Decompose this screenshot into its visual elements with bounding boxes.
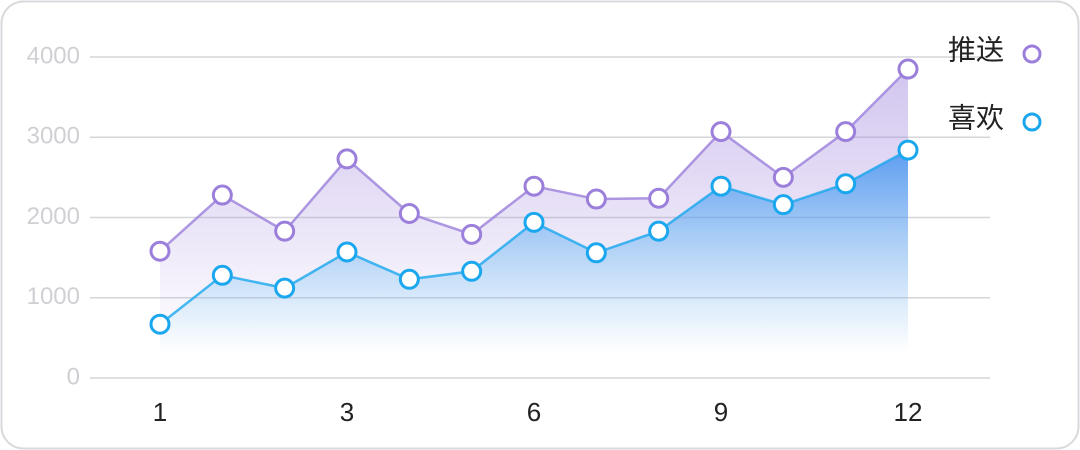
point <box>772 166 794 188</box>
legend-marker <box>1022 112 1042 132</box>
area <box>160 150 908 353</box>
x-tick-label: 12 <box>894 397 923 427</box>
y-tick-label: 1000 <box>27 283 80 310</box>
x-tick-label: 1 <box>153 397 167 427</box>
y-tick-label: 3000 <box>27 123 80 150</box>
point <box>336 241 358 263</box>
point <box>336 148 358 170</box>
point <box>274 277 296 299</box>
point <box>585 242 607 264</box>
y-tick-label: 4000 <box>27 42 80 69</box>
legend-label: 喜欢 <box>948 102 1004 133</box>
point <box>835 121 857 143</box>
legend-label: 推送 <box>948 34 1004 65</box>
point <box>897 139 919 161</box>
point <box>149 240 171 262</box>
point <box>585 188 607 210</box>
point <box>149 313 171 335</box>
point <box>461 223 483 245</box>
point <box>398 202 420 224</box>
point <box>461 260 483 282</box>
y-tick-label: 2000 <box>27 203 80 230</box>
x-tick-label: 3 <box>340 397 354 427</box>
point <box>710 121 732 143</box>
x-tick-label: 9 <box>714 397 728 427</box>
point <box>211 184 233 206</box>
point <box>211 264 233 286</box>
point <box>523 175 545 197</box>
legend-marker <box>1022 44 1042 64</box>
point <box>398 268 420 290</box>
point <box>523 211 545 233</box>
point <box>648 187 670 209</box>
point <box>835 173 857 195</box>
point <box>772 194 794 216</box>
point <box>897 58 919 80</box>
point <box>274 220 296 242</box>
point <box>648 220 670 242</box>
point <box>710 175 732 197</box>
x-tick-label: 6 <box>527 397 541 427</box>
y-tick-label: 0 <box>67 363 80 390</box>
